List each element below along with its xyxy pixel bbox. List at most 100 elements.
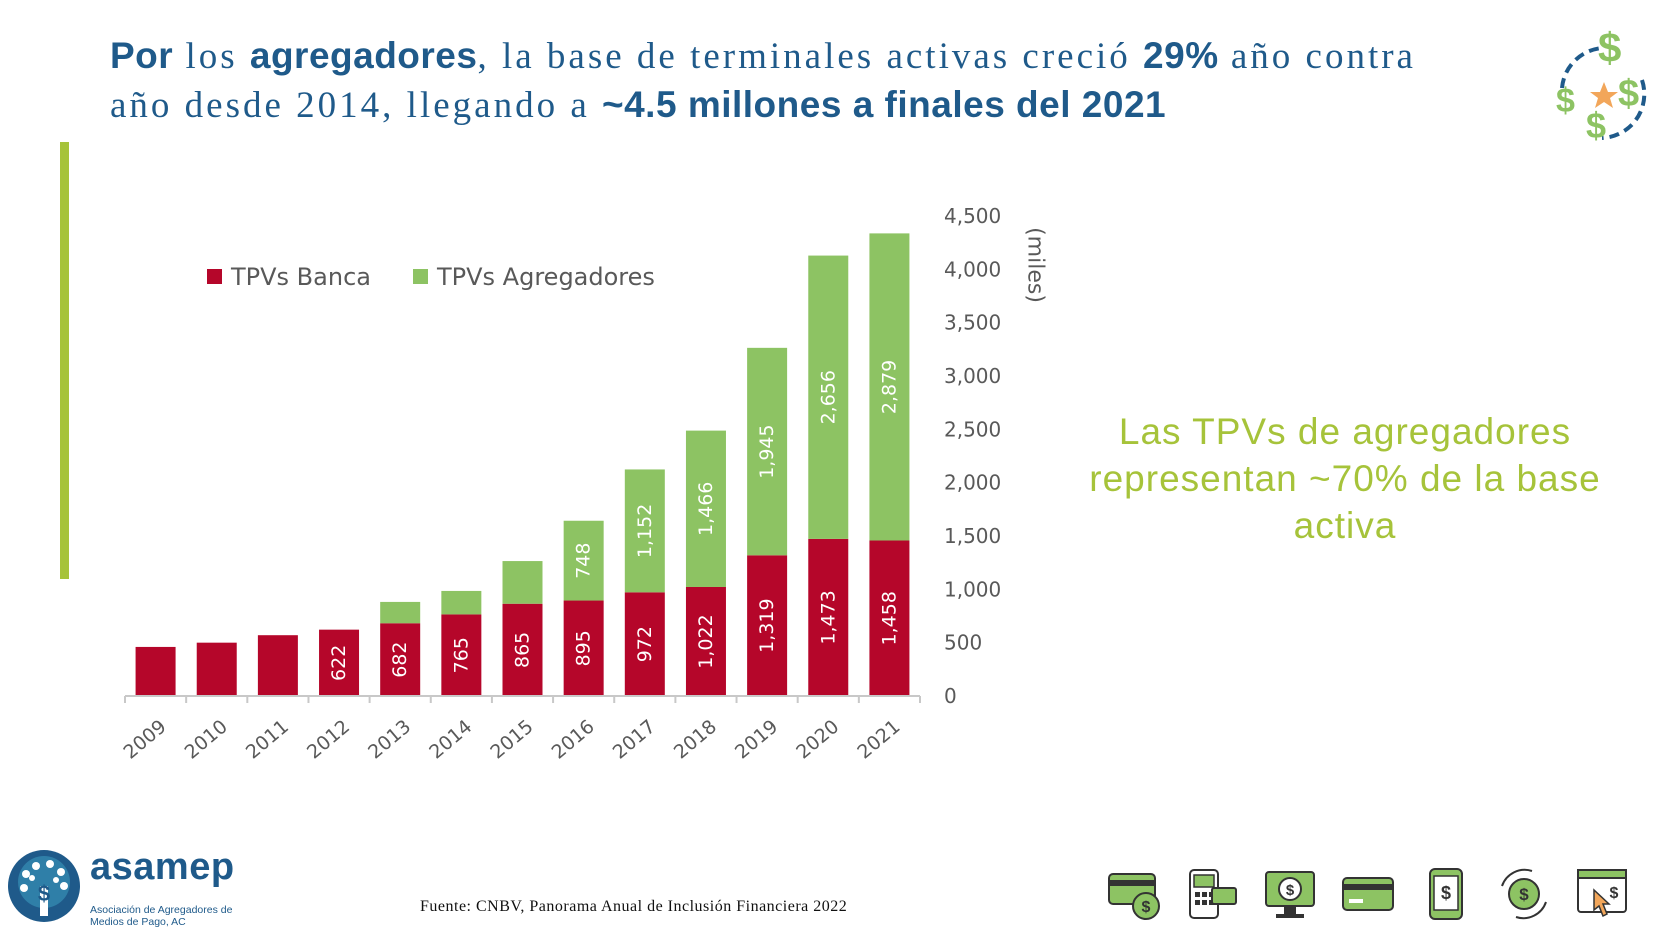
headline-part-1: Por — [110, 35, 174, 76]
bar-agregadores-2021 — [869, 233, 910, 541]
svg-text:$: $ — [1441, 883, 1451, 903]
money-cycle-icon: $ $ $ $ — [1556, 24, 1647, 146]
money-exchange-icon: $ — [1501, 868, 1547, 920]
bar-banca-2018 — [685, 586, 726, 696]
x-tick-label: 2020 — [792, 716, 843, 764]
legend-swatch — [413, 269, 428, 284]
x-tick-label: 2018 — [670, 716, 721, 764]
legend-label: TPVs Agregadores — [436, 263, 655, 291]
source-note: Fuente: CNBV, Panorama Anual de Inclusió… — [420, 898, 848, 915]
svg-text:$: $ — [1519, 885, 1529, 904]
bar-banca-2009 — [135, 646, 176, 696]
svg-text:$: $ — [1610, 885, 1619, 902]
y-tick-label: 0 — [944, 684, 957, 708]
tree-logo-icon: $ — [8, 850, 80, 922]
svg-text:$: $ — [1286, 882, 1295, 899]
headline-part-5: 29% — [1143, 35, 1219, 76]
monitor-payment-icon: $ — [1265, 871, 1315, 918]
x-tick-label: 2017 — [609, 716, 660, 764]
bar-banca-2015 — [502, 603, 543, 696]
y-tick-label: 4,000 — [944, 257, 1001, 281]
payment-icons-row: $ $ $ $ $ — [1106, 866, 1630, 922]
x-tick-label: 2010 — [181, 716, 232, 764]
x-tick-label: 2019 — [731, 716, 782, 764]
callout-text: Las TPVs de agregadores representan ~70%… — [1089, 411, 1601, 546]
svg-text:$: $ — [1586, 105, 1606, 146]
headline-part-3: agregadores — [249, 35, 478, 76]
data-label: 1,473 — [817, 590, 839, 644]
headline-part-4: , la base de terminales activas creció — [477, 36, 1144, 77]
y-tick-label: 4,500 — [944, 204, 1001, 228]
bar-banca-2016 — [563, 600, 604, 696]
bar-banca-2010 — [196, 642, 237, 696]
bar-banca-2017 — [624, 592, 665, 696]
headline-part-2: los — [173, 36, 250, 77]
y-tick-label: 1,500 — [944, 524, 1001, 548]
x-tick-label: 2014 — [425, 716, 476, 764]
data-label: 765 — [450, 637, 472, 673]
data-label: 1,152 — [634, 504, 656, 558]
data-label: 748 — [573, 543, 595, 579]
data-label: 1,945 — [756, 424, 778, 478]
chart-x-axis: 2009 2010 2011 2012 2013 2014 2015 2016 2017 2018… — [119, 695, 921, 764]
chart-legend: TPVs Banca TPVs Agregadores — [207, 263, 655, 291]
stacked-bar-chart: TPVs Banca TPVs Agregadores 622 682 765 865 8… — [119, 204, 1048, 764]
chart-y-axis: 0 500 1,000 1,500 2,000 2,500 3,000 3,500 4,000 4… — [944, 204, 1048, 708]
chart-data-labels: 622 682 765 865 895 748 972 1,152 1,022 1,466 1,31… — [328, 360, 900, 681]
svg-text:$: $ — [1142, 899, 1151, 916]
bar-agregadores-2020 — [808, 255, 849, 539]
bar-agregadores-2018 — [685, 430, 726, 587]
legend-swatch — [207, 269, 222, 284]
y-tick-label: 3,500 — [944, 311, 1001, 335]
bar-banca-2020 — [808, 538, 849, 696]
bar-agregadores-2017 — [624, 469, 665, 593]
data-label: 1,458 — [878, 591, 900, 645]
x-tick-label: 2009 — [119, 716, 170, 764]
bar-banca-2021 — [869, 540, 910, 696]
x-tick-label: 2012 — [303, 716, 354, 764]
accent-bar — [60, 142, 69, 579]
svg-text:$: $ — [1598, 24, 1621, 71]
asamep-logo: $ asamep Asociación de Agregadores de Me… — [4, 846, 254, 930]
svg-text:$: $ — [38, 881, 50, 906]
data-label: 865 — [512, 632, 534, 668]
data-label: 1,466 — [695, 482, 717, 536]
bar-banca-2012 — [319, 629, 360, 696]
bar-agregadores-2014 — [441, 590, 482, 615]
svg-text:$: $ — [1556, 82, 1575, 120]
headline-part-6: año contra año desde 2014, llegando a — [110, 36, 1416, 126]
headline-part-7: ~4.5 millones a finales del 2021 — [602, 84, 1167, 125]
page-title: Por los agregadores, la base de terminal… — [110, 32, 1450, 130]
bar-banca-2013 — [380, 623, 421, 696]
data-label: 2,879 — [878, 360, 900, 414]
x-tick-label: 2015 — [486, 716, 537, 764]
x-tick-label: 2013 — [364, 716, 415, 764]
data-label: 1,319 — [756, 598, 778, 652]
y-axis-label: (miles) — [1023, 227, 1048, 303]
brand-subtitle: Asociación de Agregadores de Medios de P… — [90, 904, 233, 928]
credit-card-icon — [1342, 877, 1394, 911]
bar-agregadores-2016 — [563, 520, 604, 601]
data-label: 895 — [573, 630, 595, 666]
y-tick-label: 1,000 — [944, 577, 1001, 601]
x-tick-label: 2021 — [853, 716, 904, 764]
y-tick-label: 3,000 — [944, 364, 1001, 388]
y-tick-label: 500 — [944, 631, 982, 655]
data-label: 972 — [634, 626, 656, 662]
mobile-payment-icon: $ — [1429, 868, 1463, 920]
y-tick-label: 2,000 — [944, 471, 1001, 495]
bar-agregadores-2013 — [380, 601, 421, 624]
bar-banca-2014 — [441, 614, 482, 696]
brand-name: asamep — [90, 846, 235, 888]
card-reader-coin-icon: $ — [1108, 873, 1160, 920]
chart-bars — [135, 233, 910, 696]
data-label: 2,656 — [817, 370, 839, 424]
data-label: 622 — [328, 645, 350, 681]
legend-label: TPVs Banca — [230, 263, 371, 291]
x-tick-label: 2016 — [548, 716, 599, 764]
bar-agregadores-2015 — [502, 561, 543, 604]
pos-terminal-icon — [1189, 869, 1237, 919]
bar-banca-2019 — [747, 555, 788, 696]
data-label: 682 — [389, 641, 411, 677]
bar-agregadores-2019 — [747, 347, 788, 556]
